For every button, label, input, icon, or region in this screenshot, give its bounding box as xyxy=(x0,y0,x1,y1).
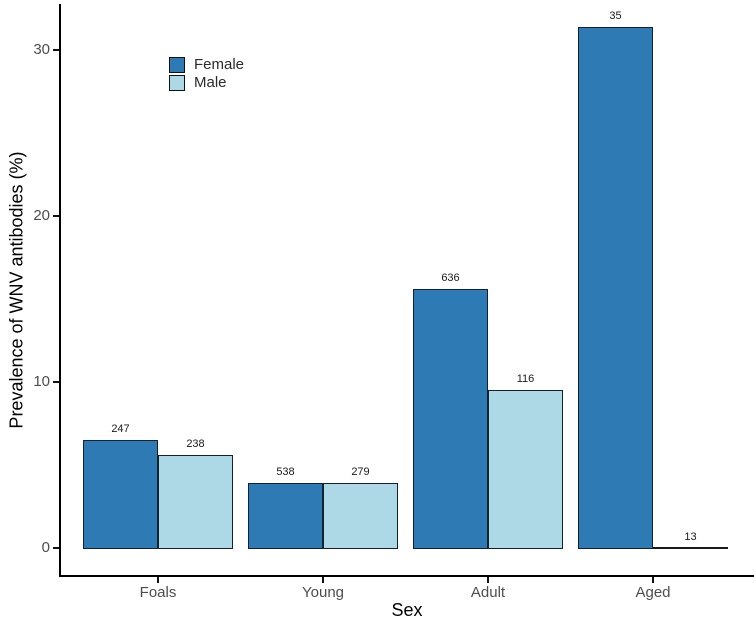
legend-label: Female xyxy=(194,56,245,73)
legend-swatch-male xyxy=(169,75,185,91)
bar-female-adult xyxy=(413,289,488,549)
legend-label: Male xyxy=(194,74,227,91)
x-tick-mark xyxy=(487,577,489,583)
legend-swatch-female xyxy=(169,57,185,73)
x-tick-label-foals: Foals xyxy=(139,584,177,601)
bar-female-aged xyxy=(578,27,653,549)
x-tick-label-young: Young xyxy=(302,584,344,601)
x-axis-title: Sex xyxy=(391,600,423,620)
legend-item-male: Male xyxy=(169,74,244,92)
x-axis-line xyxy=(59,575,754,577)
y-tick-label: 0 xyxy=(41,539,50,556)
y-axis-line xyxy=(59,4,61,577)
bar-male-aged xyxy=(653,547,728,549)
legend: Female Male xyxy=(169,56,244,92)
x-tick-mark xyxy=(322,577,324,583)
y-tick-label: 30 xyxy=(33,41,50,58)
count-label-male-young: 279 xyxy=(351,466,370,478)
bar-male-adult xyxy=(488,390,563,549)
count-label-female-young: 538 xyxy=(276,466,295,478)
count-label-male-foals: 238 xyxy=(186,438,205,450)
bar-male-foals xyxy=(158,455,233,549)
count-label-female-foals: 247 xyxy=(111,423,130,435)
count-label-male-aged: 13 xyxy=(684,531,697,543)
y-tick-label: 20 xyxy=(33,207,50,224)
y-tick-mark xyxy=(53,547,59,549)
count-label-female-adult: 636 xyxy=(441,272,460,284)
y-tick-mark xyxy=(53,49,59,51)
y-tick-mark xyxy=(53,215,59,217)
x-tick-mark xyxy=(652,577,654,583)
bar-male-young xyxy=(323,483,398,549)
x-tick-label-aged: Aged xyxy=(635,584,671,601)
count-label-female-aged: 35 xyxy=(609,10,622,22)
y-tick-label: 10 xyxy=(33,373,50,390)
bar-female-foals xyxy=(83,440,158,549)
x-tick-label-adult: Adult xyxy=(470,584,506,601)
y-tick-mark xyxy=(53,381,59,383)
x-tick-mark xyxy=(157,577,159,583)
count-label-male-adult: 116 xyxy=(516,373,535,385)
bar-female-young xyxy=(248,483,323,549)
legend-item-female: Female xyxy=(169,56,244,74)
